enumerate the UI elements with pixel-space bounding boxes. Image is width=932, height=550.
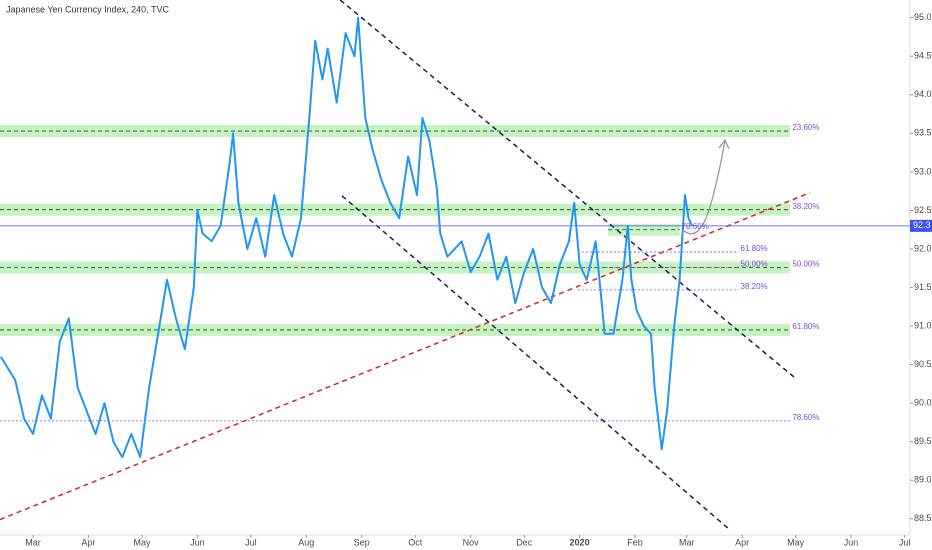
y-tick-label: 92.5 (914, 205, 932, 215)
trendline (341, 195, 731, 531)
plot (0, 0, 910, 531)
fib-label: 38.20% (741, 282, 768, 291)
fib-label: 50.00% (741, 260, 768, 269)
x-tick-label: Aug (298, 537, 314, 547)
x-tick-label: Dec (516, 537, 533, 547)
x-tick-label: Jun (190, 537, 205, 547)
x-tick-label: Nov (463, 537, 480, 547)
y-tick-label: 95.0 (914, 12, 932, 22)
arrow-head (718, 138, 730, 150)
y-tick-label: 89.0 (914, 475, 932, 485)
fib-label: 61.80% (741, 244, 768, 253)
fib-label: 50.00% (792, 260, 819, 269)
x-tick-label: Apr (81, 537, 95, 547)
x-tick-label: May (787, 537, 805, 547)
y-tick-label: 93.0 (914, 166, 932, 176)
x-tick-label: 2020 (570, 537, 590, 547)
fib-label: 78.60% (682, 222, 709, 231)
y-tick-label: 89.5 (914, 436, 932, 446)
y-tick-label: 94.5 (914, 51, 932, 61)
trendline (0, 192, 811, 521)
last-price-label: 92.3 (913, 220, 931, 230)
fib-label: 61.80% (792, 322, 819, 331)
last-price-box (910, 219, 932, 232)
y-tick-label: 91.0 (914, 320, 932, 330)
y-tick-label: 92.0 (914, 243, 932, 253)
chart-title: Japanese Yen Currency Index, 240, TVC (6, 4, 169, 14)
x-tick-label: Jul (245, 537, 257, 547)
fib-label: 23.60% (792, 123, 819, 132)
y-tick-label: 88.5 (914, 513, 932, 523)
y-tick-label: 94.0 (914, 89, 932, 99)
projection-arrow (682, 139, 726, 235)
x-tick-label: Mar (25, 537, 41, 547)
x-tick-label: Jul (899, 537, 911, 547)
x-tick-label: Sep (354, 537, 370, 547)
x-tick-label: Oct (408, 537, 423, 547)
y-tick-label: 90.5 (914, 359, 932, 369)
y-tick-label: 93.5 (914, 128, 932, 138)
x-tick-label: May (133, 537, 151, 547)
price-line (0, 16, 694, 459)
x-tick-label: Jun (844, 537, 859, 547)
x-tick-label: Mar (679, 537, 695, 547)
fib-label: 38.20% (792, 202, 819, 211)
fib-label: 78.60% (792, 413, 819, 422)
y-tick-label: 90.0 (914, 398, 932, 408)
y-tick-label: 91.5 (914, 282, 932, 292)
x-tick-label: Feb (627, 537, 643, 547)
x-tick-label: Apr (735, 537, 749, 547)
